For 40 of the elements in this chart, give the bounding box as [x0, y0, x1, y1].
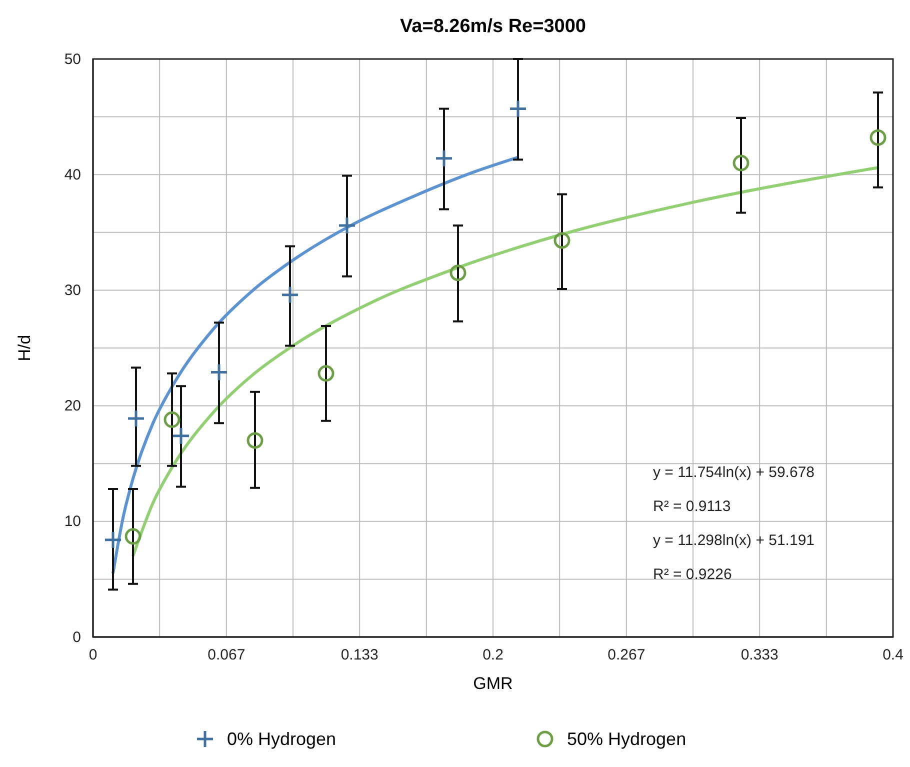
point: [318, 365, 334, 382]
chart-title: Va=8.26m/s Re=3000: [400, 16, 586, 37]
y-tick-label: 0: [72, 628, 81, 646]
annotation: R² = 0.9113: [653, 498, 731, 515]
y-axis-title: H/d: [15, 334, 34, 362]
point: [508, 99, 528, 118]
point: [434, 149, 454, 168]
point: [104, 530, 122, 550]
line-series: [112, 156, 520, 575]
point: [210, 363, 228, 382]
point: [172, 426, 190, 446]
y-tick-label: 50: [64, 50, 81, 68]
y-tick-label: 10: [64, 513, 81, 530]
point: [338, 216, 356, 235]
point: [732, 154, 750, 172]
x-tick-label: 0.4: [882, 646, 904, 664]
annotation: R² = 0.9226: [653, 566, 732, 583]
point: [124, 528, 142, 545]
x-axis-title: GMR: [473, 674, 513, 693]
point: [554, 232, 570, 249]
legend-label: 0% Hydrogen: [227, 729, 336, 749]
y-tick-label: 20: [64, 398, 81, 415]
x-tick-label: 0.333: [740, 646, 778, 664]
legend-label: 50% Hydrogen: [567, 729, 686, 749]
line-series: [132, 166, 880, 558]
y-tick-label: 40: [64, 166, 81, 184]
point: [246, 432, 264, 449]
x-tick-label: 0.267: [608, 646, 646, 664]
point: [126, 409, 146, 428]
point: [870, 129, 886, 146]
annotation: y = 11.754ln(x) + 59.678: [653, 464, 814, 481]
x-tick-label: 0.2: [482, 646, 504, 664]
annotation: y = 11.298ln(x) + 51.191: [653, 532, 814, 549]
point: [280, 286, 300, 304]
point: [450, 264, 466, 282]
point: [164, 411, 180, 428]
x-tick-label: 0.133: [340, 646, 378, 664]
x-tick-label: 0: [88, 646, 98, 664]
y-tick-label: 30: [64, 282, 81, 299]
x-tick-label: 0.067: [208, 646, 246, 664]
